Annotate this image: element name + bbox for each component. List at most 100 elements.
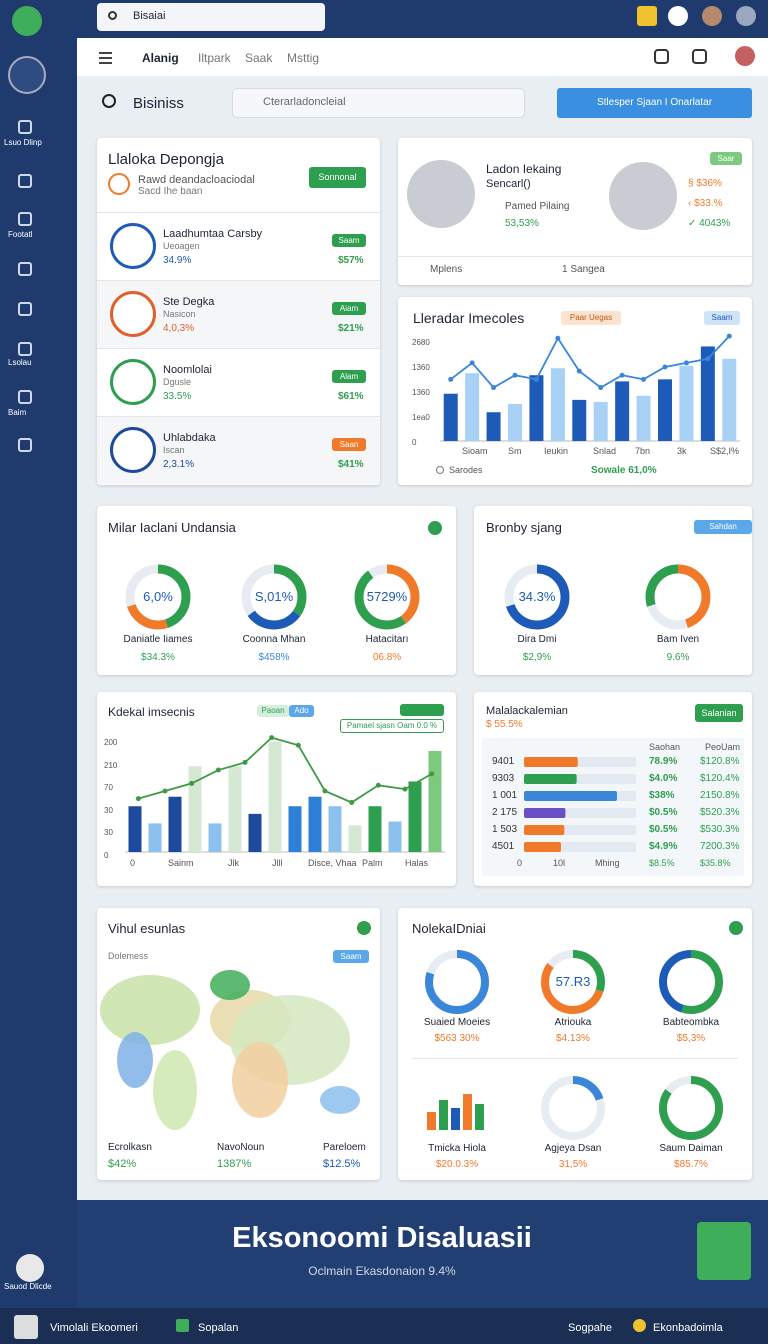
nav-tab[interactable]: Msttig xyxy=(287,51,320,65)
label: $61% xyxy=(338,391,364,402)
nav-icon[interactable] xyxy=(692,49,707,64)
column-header: Saohan xyxy=(649,742,681,752)
sidebar-icon[interactable] xyxy=(18,438,32,452)
label: Ecrolkasn xyxy=(108,1142,152,1153)
tag-label[interactable]: Paar Uegas xyxy=(569,313,613,322)
label: $41% xyxy=(338,459,364,470)
y-tick-label: 1360 xyxy=(412,363,430,372)
search-box[interactable] xyxy=(97,3,325,31)
tag[interactable] xyxy=(289,705,314,717)
badge-label[interactable]: Saan xyxy=(339,440,359,449)
bottom-item[interactable]: Vimolali Ekoomeri xyxy=(50,1322,138,1334)
button[interactable] xyxy=(695,704,743,722)
header-button-label[interactable]: Stlesper Sjaan I Onarlatar xyxy=(596,97,713,108)
donut-value: $20.0.3% xyxy=(435,1159,479,1170)
nav-icon[interactable] xyxy=(654,49,669,64)
sidebar-item[interactable]: Lsuo Dlinp xyxy=(4,138,42,147)
banner-title: Eksonoomi Disaluasii xyxy=(232,1222,532,1254)
header-button[interactable] xyxy=(557,88,752,118)
avatar[interactable] xyxy=(735,46,755,66)
top-icon[interactable] xyxy=(668,6,688,26)
badge[interactable] xyxy=(710,152,742,165)
label: Dolemess xyxy=(108,951,149,961)
x-tick-label: Jlk xyxy=(228,858,239,868)
label: NavoNoun xyxy=(217,1142,265,1153)
donut-value: $4.13% xyxy=(556,1033,590,1044)
row-label: 1 503 xyxy=(492,824,518,835)
button-label[interactable]: Pamael sjasn Oam 0.0 % xyxy=(346,721,438,730)
banner-icon[interactable] xyxy=(697,1222,751,1280)
sidebar-item[interactable]: Baim xyxy=(8,408,27,417)
label: $530.3% xyxy=(700,824,740,835)
button-border[interactable] xyxy=(340,719,444,733)
top-icon[interactable] xyxy=(702,6,722,26)
y-tick-label: 1360 xyxy=(412,388,430,397)
sidebar-icon[interactable] xyxy=(18,342,32,356)
nav-tab[interactable]: Saak xyxy=(245,51,273,65)
y-tick-label: 30 xyxy=(104,828,113,837)
button[interactable] xyxy=(694,520,752,534)
sidebar-icon[interactable] xyxy=(18,212,32,226)
label: 34.9% xyxy=(163,255,192,266)
badge[interactable] xyxy=(332,370,366,383)
top-icon[interactable] xyxy=(736,6,756,26)
status-dot xyxy=(428,521,442,535)
header-search[interactable] xyxy=(232,88,525,118)
status-dot xyxy=(729,921,743,935)
legend-icon xyxy=(436,466,444,474)
list-icon xyxy=(110,359,156,405)
tag[interactable] xyxy=(257,705,289,717)
sidebar-icon[interactable] xyxy=(18,262,32,276)
y-tick-label: 0 xyxy=(412,438,417,447)
sidebar-icon[interactable] xyxy=(18,390,32,404)
label: $0.5% xyxy=(649,824,678,835)
tag-label[interactable]: Paoan xyxy=(261,706,285,715)
nav-tab[interactable]: Alanig xyxy=(142,51,179,65)
button-label[interactable]: Saam xyxy=(340,952,362,961)
badge-label[interactable]: Aiam xyxy=(339,304,359,313)
label: 7200.3% xyxy=(700,841,740,852)
donut-label: Coonna Mhan xyxy=(242,634,306,645)
bottom-item[interactable]: Sogpahe xyxy=(568,1322,613,1334)
bottom-item[interactable]: Ekonbadoimla xyxy=(653,1322,723,1334)
button-label[interactable]: Salanian xyxy=(701,708,737,718)
badge[interactable] xyxy=(332,438,366,451)
nav-tab[interactable]: Iltpark xyxy=(198,51,231,65)
x-tick-label: Snlad xyxy=(593,446,617,456)
top-icon[interactable] xyxy=(637,6,657,26)
donut-value: $458% xyxy=(258,652,290,663)
tag-label[interactable]: Ado xyxy=(294,706,309,715)
button-label[interactable]: Sonnonal xyxy=(318,172,357,182)
badge-label[interactable]: Saar xyxy=(717,154,735,163)
sidebar-item[interactable]: Lsolau xyxy=(8,358,32,367)
label: ✓ 4043% xyxy=(688,218,731,229)
label: 1387% xyxy=(217,1158,252,1170)
label: Vihul esunlas xyxy=(108,921,186,936)
badge[interactable] xyxy=(332,234,366,247)
x-tick-label: Halas xyxy=(405,858,429,868)
badge[interactable] xyxy=(332,302,366,315)
label: 1 Sangea xyxy=(562,264,605,275)
button-label[interactable]: Sahdan xyxy=(709,522,737,531)
label: Dgusle xyxy=(163,377,192,387)
button[interactable] xyxy=(340,719,444,733)
sidebar-icon[interactable] xyxy=(18,120,32,134)
label: Nasicon xyxy=(163,309,196,319)
label: Sencarl() xyxy=(486,178,531,190)
label: Bronby sjang xyxy=(486,520,562,535)
sidebar-icon[interactable] xyxy=(18,174,32,188)
bottom-item[interactable]: Sopalan xyxy=(198,1322,239,1334)
button[interactable] xyxy=(333,950,369,963)
button[interactable] xyxy=(309,167,366,188)
tag[interactable] xyxy=(561,311,621,325)
list-icon xyxy=(110,291,156,337)
badge-label[interactable]: Saam xyxy=(338,236,360,245)
button[interactable] xyxy=(704,311,740,325)
sidebar-icon[interactable] xyxy=(18,302,32,316)
badge-label[interactable]: Alam xyxy=(339,372,359,381)
label: $12.5% xyxy=(323,1158,361,1170)
search-icon xyxy=(108,11,117,20)
button-label[interactable]: Saam xyxy=(711,313,733,322)
sidebar-item[interactable]: Footatl xyxy=(8,230,33,239)
label: Iscan xyxy=(163,445,185,455)
